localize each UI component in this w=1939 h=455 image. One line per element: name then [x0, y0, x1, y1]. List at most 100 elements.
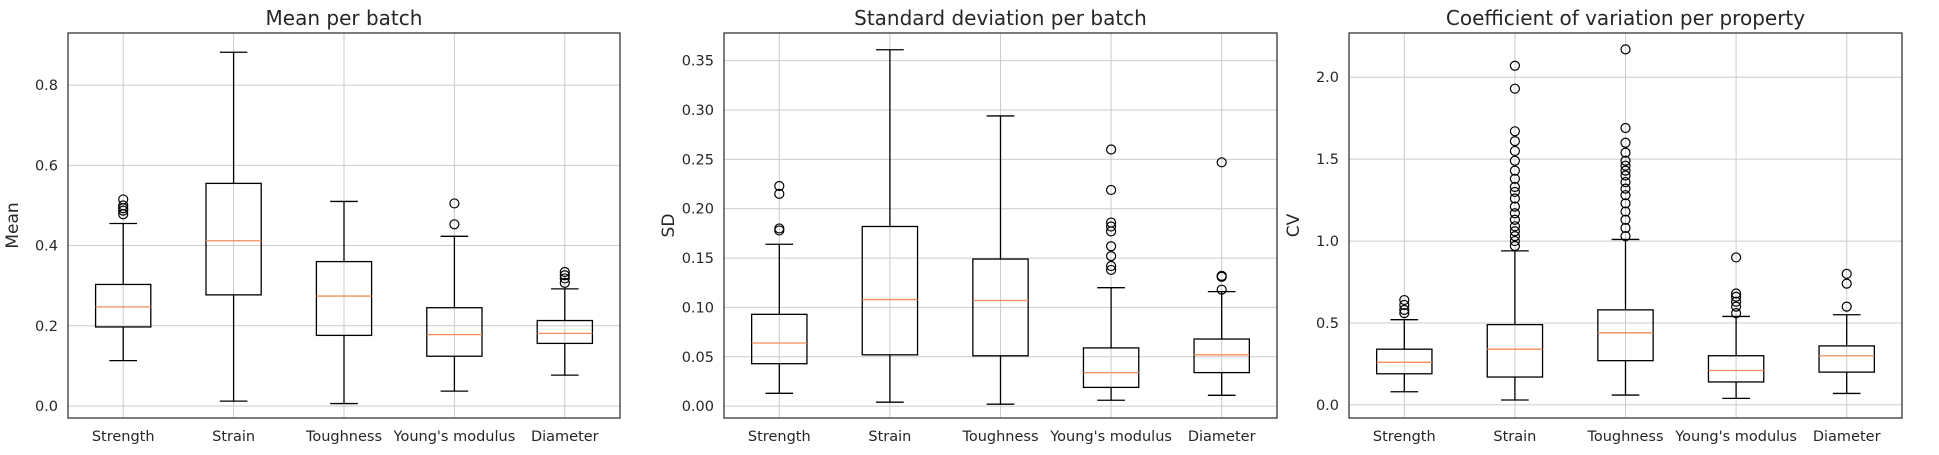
box-3	[1597, 44, 1654, 396]
x-tick-label: Toughness	[1586, 429, 1663, 445]
x-tick-label: Strain	[868, 429, 911, 445]
box-5	[536, 266, 594, 376]
x-tick-label: Young's modulus	[393, 429, 516, 445]
x-tick-label: Strain	[212, 429, 255, 445]
outlier-point	[1509, 145, 1521, 157]
box-4	[426, 198, 483, 392]
outlier-point	[1105, 241, 1117, 252]
y-axis-label: CV	[1284, 213, 1304, 237]
outlier-point	[1730, 301, 1742, 312]
iqr-box	[1707, 355, 1765, 383]
y-tick-label: 1.0	[1316, 234, 1339, 250]
outlier-point	[1509, 181, 1521, 193]
outlier-point	[1620, 176, 1631, 188]
outlier-point	[559, 270, 570, 281]
outlier-point	[1216, 284, 1227, 295]
y-tick-label: 0.20	[682, 202, 714, 218]
outlier-point	[118, 205, 129, 216]
outlier-point	[1509, 155, 1521, 166]
outlier-point	[1509, 193, 1521, 204]
outlier-point	[1216, 270, 1227, 281]
outlier-point	[1509, 231, 1521, 242]
outlier-point	[1730, 291, 1742, 302]
chart-title: Mean per batch	[266, 6, 423, 30]
plot-frame	[1348, 32, 1903, 419]
outlier-point	[1399, 294, 1410, 306]
iqr-box	[1818, 345, 1876, 373]
box-2	[861, 49, 919, 403]
x-tick-label: Young's modulus	[1674, 429, 1797, 445]
iqr-box	[205, 182, 262, 296]
outlier-point	[1105, 260, 1117, 272]
outlier-point	[1620, 183, 1631, 194]
outlier-point	[449, 219, 460, 230]
outlier-point	[1620, 160, 1631, 171]
outlier-point	[1841, 268, 1852, 279]
outlier-point	[1620, 147, 1631, 158]
box-1	[94, 194, 152, 362]
outlier-point	[1509, 83, 1521, 94]
iqr-box	[426, 307, 483, 357]
y-tick-label: 0.15	[682, 251, 714, 267]
y-tick-label: 0.4	[35, 239, 58, 255]
chart-title: Coefficient of variation per property	[1446, 6, 1805, 30]
outlier-point	[1730, 308, 1742, 319]
outlier-point	[118, 200, 129, 211]
chart-title: Standard deviation per batch	[854, 6, 1147, 30]
box-5	[1193, 157, 1251, 396]
chart-panel-1: 0.0 0.2 0.4 0.6 0.8 Strength Strain Toughness Yo…	[3, 6, 621, 445]
outlier-point	[774, 188, 785, 200]
y-axis-label: Mean	[3, 202, 23, 248]
chart-panel-3: 0.0 0.5 1.0 1.5 2.0 Strength Strain Toughness Yo…	[1284, 6, 1903, 445]
y-tick-label: 0.6	[35, 158, 58, 174]
iqr-box	[94, 283, 152, 328]
x-tick-label: Strength	[1373, 429, 1436, 445]
outlier-point	[559, 273, 570, 284]
outlier-point	[1620, 231, 1631, 242]
iqr-box	[1486, 323, 1544, 378]
outlier-point	[1620, 122, 1631, 134]
iqr-box	[972, 258, 1029, 357]
y-tick-label: 0.0	[1316, 398, 1339, 414]
y-tick-label: 0.25	[682, 152, 714, 168]
outlier-point	[1105, 184, 1117, 196]
outlier-point	[1730, 296, 1742, 307]
outlier-point	[559, 277, 570, 288]
iqr-box	[1376, 348, 1433, 375]
plot-frame	[723, 32, 1278, 419]
outlier-point	[1620, 155, 1631, 166]
outlier-point	[1509, 136, 1521, 147]
outlier-point	[1620, 170, 1631, 181]
y-tick-label: 0.2	[35, 319, 58, 335]
box-4	[1082, 144, 1140, 401]
outlier-point	[1620, 44, 1631, 55]
box-3	[972, 115, 1029, 405]
y-tick-label: 0.8	[35, 78, 58, 94]
outlier-point	[1841, 301, 1852, 312]
y-tick-label: 0.30	[682, 103, 714, 119]
y-tick-label: 2.0	[1316, 70, 1339, 86]
outlier-point	[1509, 201, 1521, 212]
y-tick-label: 0.10	[682, 300, 714, 316]
outlier-point	[1509, 208, 1521, 219]
x-tick-label: Strength	[92, 429, 155, 445]
y-tick-label: 0.00	[682, 399, 714, 415]
outlier-point	[1730, 288, 1742, 299]
chart-panel-2: 0.00 0.05 0.10 0.15 0.20 0.25 0.30 0.35 Strength…	[659, 6, 1278, 445]
outlier-point	[1399, 304, 1410, 315]
box-3	[315, 200, 373, 405]
outlier-point	[1620, 206, 1631, 217]
outlier-point	[1399, 299, 1410, 311]
iqr-box	[315, 260, 373, 337]
y-tick-label: 0.35	[682, 54, 714, 70]
y-tick-label: 0.0	[35, 399, 58, 415]
outlier-point	[449, 198, 460, 209]
outlier-point	[1509, 173, 1521, 184]
outlier-point	[1620, 198, 1631, 209]
outlier-point	[1509, 226, 1521, 237]
box-1	[751, 180, 808, 394]
outlier-point	[118, 194, 129, 205]
box-5	[1818, 268, 1876, 395]
y-tick-label: 0.5	[1316, 316, 1339, 332]
